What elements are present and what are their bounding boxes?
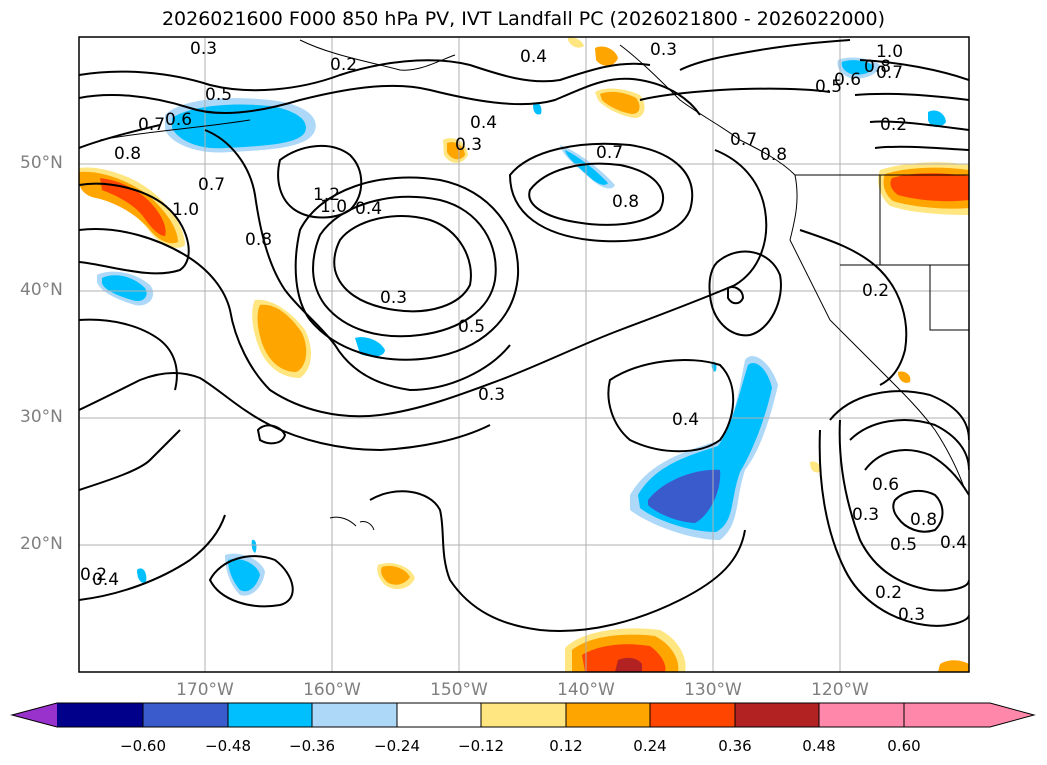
lon-label-170w: 170°W [176,680,234,700]
positive-anomaly-shading [79,37,969,672]
contour-label: 1.0 [320,197,347,217]
colorbar-bin [57,703,143,727]
contour-label: 0.8 [760,145,787,165]
contour-label: 0.6 [165,110,192,130]
contour-label: 0.5 [890,535,917,555]
contour-label: 0.8 [612,192,639,212]
colorbar [10,702,1036,728]
colorbar-bin [650,703,735,727]
colorbar-bin [566,703,650,727]
colorbar-bin [143,703,228,727]
lon-label-140w: 140°W [557,680,615,700]
contour-label: 1.0 [876,42,903,62]
colorbar-tick: −0.36 [289,737,335,755]
contour-label: 0.2 [80,565,107,585]
contour-label: 0.3 [852,505,879,525]
contour-label: 0.3 [455,135,482,155]
colorbar-bin [312,703,397,727]
contour-label: 0.7 [876,63,903,83]
colorbar-tick: −0.12 [458,737,504,755]
contour-labels: 0.3 0.2 0.4 0.3 1.0 0.8 0.7 0.6 0.5 0.7 … [80,39,967,625]
colorbar-tick: −0.60 [120,737,166,755]
colorbar-tick: 0.12 [549,737,583,755]
contour-label: 0.3 [380,288,407,308]
contour-label: 0.4 [940,533,967,553]
contour-label: 0.5 [205,85,232,105]
contour-label: 0.3 [650,40,677,60]
colorbar-tick: 0.60 [887,737,921,755]
contour-label: 0.2 [862,281,889,301]
lat-label-50n: 50°N [20,153,63,173]
contour-label: 0.4 [92,570,119,590]
contour-label: 0.8 [864,57,891,77]
lon-label-150w: 150°W [430,680,488,700]
lon-label-160w: 160°W [303,680,361,700]
map-frame [78,36,970,673]
lat-label-40n: 40°N [20,280,63,300]
contour-label: 0.7 [596,143,623,163]
contour-label: 0.2 [330,55,357,75]
colorbar-bin [735,703,819,727]
colorbar-bin [481,703,566,727]
contour-label: 0.2 [880,115,907,135]
graticule [79,37,969,672]
map-title: 2026021600 F000 850 hPa PV, IVT Landfall… [161,8,886,30]
contour-label: 0.8 [245,230,272,250]
pv-contours [79,39,969,632]
colorbar-bin [819,703,904,727]
lat-label-30n: 30°N [20,407,63,427]
colorbar-extend-low [12,703,57,727]
colorbar-bin [397,703,481,727]
contour-label: 0.6 [872,475,899,495]
colorbar-tick: −0.48 [205,737,251,755]
colorbar-tick: 0.48 [802,737,836,755]
contour-label: 0.6 [834,70,861,90]
contour-label: 0.4 [672,410,699,430]
contour-label: 0.7 [198,175,225,195]
colorbar-tick: −0.24 [374,737,420,755]
contour-label: 0.4 [470,113,497,133]
contour-label: 0.4 [355,199,382,219]
colorbar-tick: 0.36 [718,737,752,755]
contour-label: 0.7 [730,130,757,150]
contour-label: 0.3 [898,605,925,625]
colorbar-tick: 0.24 [633,737,667,755]
lon-label-120w: 120°W [811,680,869,700]
contour-label: 1.0 [172,200,199,220]
contour-label: 0.8 [910,510,937,530]
contour-label: 0.5 [815,77,842,97]
contour-label: 0.7 [138,115,165,135]
colorbar-extend-high [904,703,1034,727]
contour-label: 0.4 [520,47,547,67]
contour-label: 1.2 [313,185,340,205]
lon-label-130w: 130°W [684,680,742,700]
contour-label: 0.8 [114,144,141,164]
contour-label: 0.5 [458,317,485,337]
lat-label-20n: 20°N [20,534,63,554]
contour-label: 0.2 [875,583,902,603]
contour-label: 0.3 [478,385,505,405]
contour-label: 0.3 [190,39,217,59]
colorbar-bin [228,703,312,727]
